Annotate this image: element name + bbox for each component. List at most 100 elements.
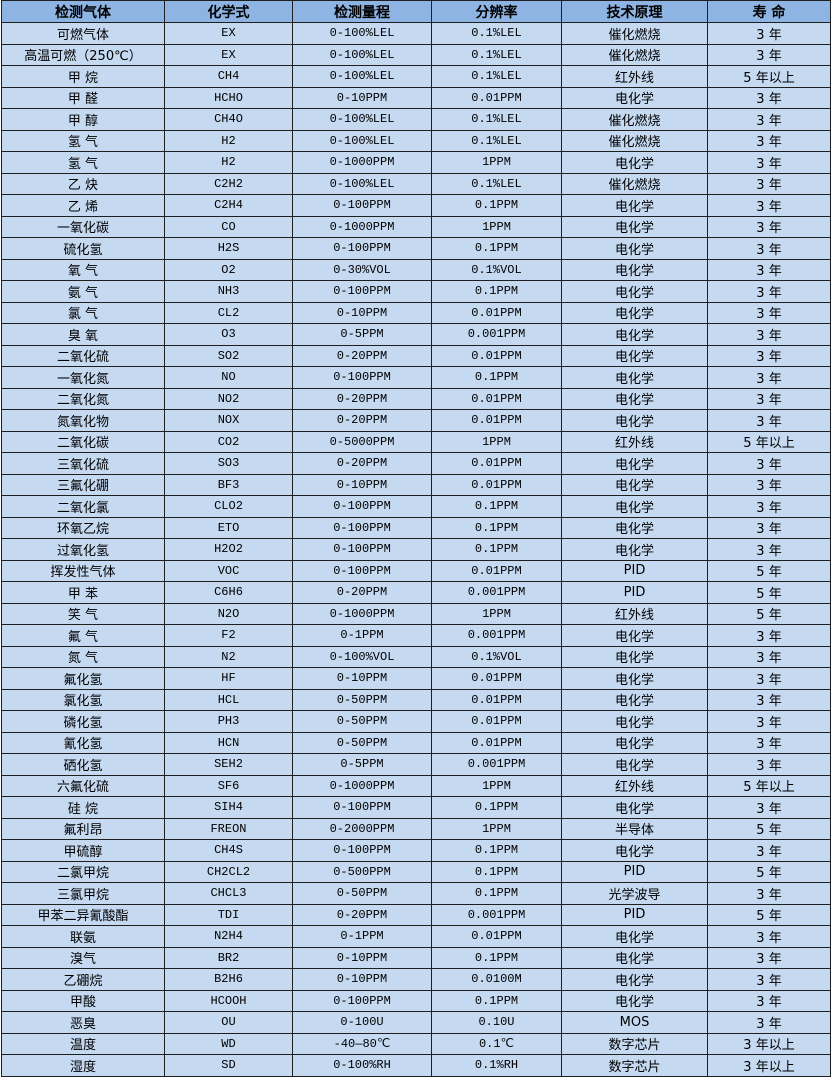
cell-resolution: 0.001PPM xyxy=(431,581,562,604)
cell-lifespan: 3 年 xyxy=(707,516,831,539)
cell-formula: CO xyxy=(164,215,293,238)
table-row: 挥发性气体 VOC 0-100PPM 0.01PPM PID 5 年 xyxy=(1,559,831,582)
cell-range: 0-20PPM xyxy=(292,581,432,604)
cell-principle: 电化学 xyxy=(561,989,708,1012)
cell-range: 0-100%LEL xyxy=(292,108,432,131)
table-row: 笑 气 N2O 0-1000PPM 1PPM 红外线 5 年 xyxy=(1,602,831,625)
cell-formula: N2 xyxy=(164,645,293,668)
table-row: 硅 烷 SIH4 0-100PPM 0.1PPM 电化学 3 年 xyxy=(1,796,831,819)
cell-lifespan: 5 年 xyxy=(707,817,831,840)
cell-resolution: 0.001PPM xyxy=(431,323,562,346)
cell-principle: PID xyxy=(561,903,708,926)
cell-lifespan: 3 年 xyxy=(707,473,831,496)
cell-range: 0-50PPM xyxy=(292,882,432,905)
cell-principle: 电化学 xyxy=(561,344,708,367)
cell-range: 0-100U xyxy=(292,1011,432,1034)
cell-gas: 硫化氢 xyxy=(1,237,165,260)
cell-range: 0-20PPM xyxy=(292,409,432,432)
cell-resolution: 0.1PPM xyxy=(431,194,562,217)
table-row: 高温可燃（250℃） EX 0-100%LEL 0.1%LEL 催化燃烧 3 年 xyxy=(1,43,831,66)
cell-principle: 电化学 xyxy=(561,731,708,754)
cell-gas: 甲硫醇 xyxy=(1,839,165,862)
cell-resolution: 0.01PPM xyxy=(431,473,562,496)
cell-lifespan: 3 年 xyxy=(707,301,831,324)
cell-formula: SO3 xyxy=(164,452,293,475)
cell-range: 0-1PPM xyxy=(292,925,432,948)
cell-range: 0-1000PPM xyxy=(292,151,432,174)
cell-principle: 催化燃烧 xyxy=(561,108,708,131)
cell-resolution: 0.1℃ xyxy=(431,1032,562,1055)
cell-lifespan: 5 年以上 xyxy=(707,65,831,88)
cell-formula: SIH4 xyxy=(164,796,293,819)
cell-resolution: 0.1PPM xyxy=(431,839,562,862)
cell-range: 0-100%LEL xyxy=(292,43,432,66)
cell-formula: HCOOH xyxy=(164,989,293,1012)
header-row: 检测气体 化学式 检测量程 分辨率 技术原理 寿 命 xyxy=(1,0,831,23)
cell-resolution: 0.01PPM xyxy=(431,667,562,690)
cell-principle: MOS xyxy=(561,1011,708,1034)
cell-lifespan: 5 年 xyxy=(707,860,831,883)
cell-principle: 电化学 xyxy=(561,258,708,281)
cell-gas: 乙 炔 xyxy=(1,172,165,195)
cell-range: 0-100PPM xyxy=(292,194,432,217)
cell-principle: 催化燃烧 xyxy=(561,129,708,152)
cell-lifespan: 3 年 xyxy=(707,731,831,754)
cell-lifespan: 3 年 xyxy=(707,22,831,45)
cell-lifespan: 3 年 xyxy=(707,946,831,969)
cell-formula: O3 xyxy=(164,323,293,346)
cell-resolution: 0.1%VOL xyxy=(431,258,562,281)
cell-range: 0-100%LEL xyxy=(292,22,432,45)
cell-gas: 氰化氢 xyxy=(1,731,165,754)
table-row: 氮氧化物 NOX 0-20PPM 0.01PPM 电化学 3 年 xyxy=(1,409,831,432)
cell-resolution: 0.10U xyxy=(431,1011,562,1034)
cell-principle: 电化学 xyxy=(561,538,708,561)
table-row: 氮 气 N2 0-100%VOL 0.1%VOL 电化学 3 年 xyxy=(1,645,831,668)
cell-resolution: 0.1PPM xyxy=(431,860,562,883)
cell-gas: 二氯甲烷 xyxy=(1,860,165,883)
cell-formula: HCHO xyxy=(164,86,293,109)
cell-lifespan: 3 年 xyxy=(707,538,831,561)
cell-lifespan: 3 年 xyxy=(707,796,831,819)
cell-principle: 电化学 xyxy=(561,925,708,948)
cell-principle: 电化学 xyxy=(561,387,708,410)
cell-resolution: 1PPM xyxy=(431,151,562,174)
cell-range: 0-50PPM xyxy=(292,688,432,711)
cell-formula: C2H2 xyxy=(164,172,293,195)
cell-range: 0-5PPM xyxy=(292,323,432,346)
cell-principle: 电化学 xyxy=(561,323,708,346)
cell-range: 0-100PPM xyxy=(292,366,432,389)
cell-principle: 电化学 xyxy=(561,409,708,432)
cell-principle: 电化学 xyxy=(561,237,708,260)
cell-formula: PH3 xyxy=(164,710,293,733)
cell-gas: 二氧化硫 xyxy=(1,344,165,367)
cell-formula: F2 xyxy=(164,624,293,647)
cell-formula: NOX xyxy=(164,409,293,432)
cell-gas: 甲 苯 xyxy=(1,581,165,604)
cell-resolution: 0.01PPM xyxy=(431,86,562,109)
cell-lifespan: 3 年 xyxy=(707,710,831,733)
cell-formula: H2S xyxy=(164,237,293,260)
table-row: 一氧化氮 NO 0-100PPM 0.1PPM 电化学 3 年 xyxy=(1,366,831,389)
table-row: 氢 气 H2 0-1000PPM 1PPM 电化学 3 年 xyxy=(1,151,831,174)
cell-range: 0-30%VOL xyxy=(292,258,432,281)
table-row: 温度 WD -40—80℃ 0.1℃ 数字芯片 3 年以上 xyxy=(1,1032,831,1055)
table-row: 甲苯二异氰酸酯 TDI 0-20PPM 0.001PPM PID 5 年 xyxy=(1,903,831,926)
cell-gas: 一氧化碳 xyxy=(1,215,165,238)
cell-range: 0-50PPM xyxy=(292,710,432,733)
cell-lifespan: 3 年 xyxy=(707,452,831,475)
cell-lifespan: 5 年 xyxy=(707,602,831,625)
cell-gas: 三氧化硫 xyxy=(1,452,165,475)
cell-gas: 氟利昂 xyxy=(1,817,165,840)
cell-formula: VOC xyxy=(164,559,293,582)
cell-resolution: 0.01PPM xyxy=(431,344,562,367)
header-lifespan: 寿 命 xyxy=(707,0,831,23)
cell-range: 0-20PPM xyxy=(292,452,432,475)
cell-gas: 甲 醇 xyxy=(1,108,165,131)
cell-formula: HF xyxy=(164,667,293,690)
header-principle: 技术原理 xyxy=(561,0,708,23)
table-row: 环氧乙烷 ETO 0-100PPM 0.1PPM 电化学 3 年 xyxy=(1,516,831,539)
table-row: 乙 炔 C2H2 0-100%LEL 0.1%LEL 催化燃烧 3 年 xyxy=(1,172,831,195)
cell-formula: CO2 xyxy=(164,430,293,453)
table-row: 二氧化碳 CO2 0-5000PPM 1PPM 红外线 5 年以上 xyxy=(1,430,831,453)
cell-principle: 催化燃烧 xyxy=(561,22,708,45)
